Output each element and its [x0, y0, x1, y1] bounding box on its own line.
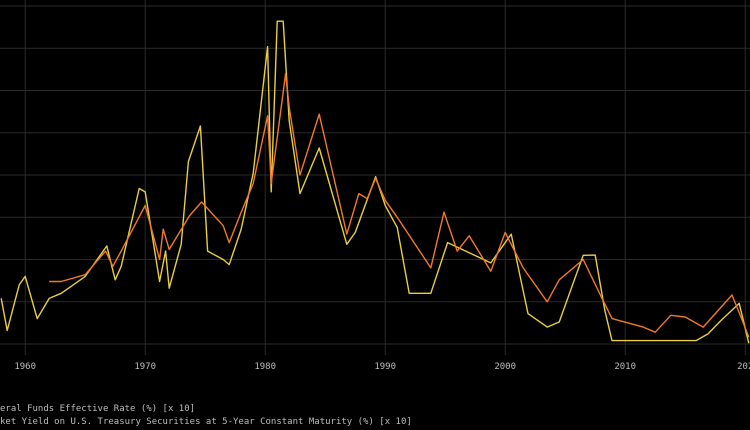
- x-tick-label: 1990: [374, 362, 396, 372]
- x-tick-label: 1970: [134, 362, 156, 372]
- x-tick-label: 2000: [494, 362, 516, 372]
- x-tick-label: 1980: [254, 362, 276, 372]
- series-line: [0, 20, 750, 344]
- series-line: [49, 72, 750, 338]
- x-tick-label: 2010: [614, 362, 636, 372]
- x-tick-label: 202: [737, 362, 750, 372]
- x-tick-label: 1960: [14, 362, 36, 372]
- legend-label: ket Yield on U.S. Treasury Securities at…: [0, 417, 412, 427]
- legend-label: eral Funds Effective Rate (%) [x 10]: [0, 404, 195, 414]
